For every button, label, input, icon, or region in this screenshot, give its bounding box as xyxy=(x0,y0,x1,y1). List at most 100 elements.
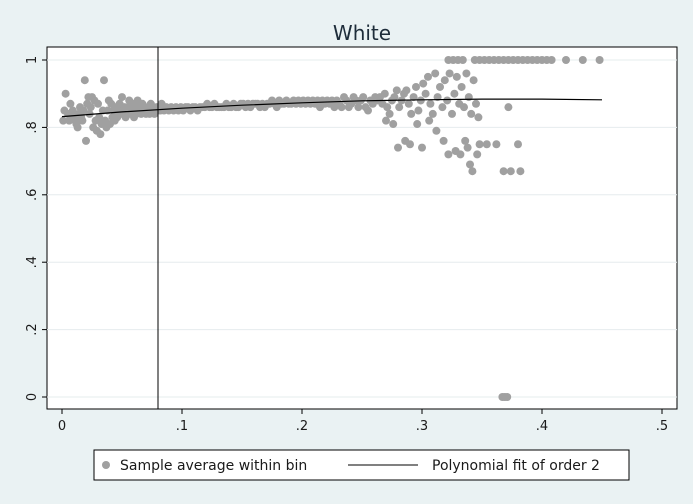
x-tick-label: .4 xyxy=(536,419,548,434)
data-point xyxy=(382,116,390,125)
data-point xyxy=(466,160,474,169)
x-tick-label: .3 xyxy=(416,419,428,434)
data-point xyxy=(503,393,512,401)
data-point xyxy=(82,136,90,145)
data-point xyxy=(425,116,434,125)
data-point xyxy=(463,143,472,152)
data-point xyxy=(468,167,477,176)
data-point xyxy=(421,89,430,98)
data-point xyxy=(61,89,70,98)
axes: 0 .2 .4 .6 .8 1 0 .1 .2 .3 .4 .5 xyxy=(25,56,668,434)
data-point xyxy=(474,113,483,122)
data-point xyxy=(385,109,394,118)
data-point xyxy=(436,82,444,91)
data-point xyxy=(418,143,426,152)
data-point xyxy=(461,136,470,145)
data-point xyxy=(431,69,440,78)
fit-line xyxy=(61,98,603,118)
data-point xyxy=(473,150,482,159)
data-point xyxy=(440,76,449,85)
data-point xyxy=(504,103,513,112)
data-point xyxy=(59,116,68,125)
data-point xyxy=(80,76,89,85)
data-point xyxy=(359,93,368,102)
data-point xyxy=(514,140,522,149)
data-point xyxy=(462,69,471,78)
y-tick-label: .6 xyxy=(25,189,40,201)
data-point xyxy=(516,167,525,176)
data-point xyxy=(389,120,398,129)
data-point xyxy=(452,72,461,81)
data-point xyxy=(407,109,416,118)
x-tick-label: .2 xyxy=(296,419,308,434)
legend-label-scatter: Sample average within bin xyxy=(120,458,307,474)
legend-marker-scatter xyxy=(102,461,110,469)
data-point xyxy=(445,69,454,78)
x-tick-label: 0 xyxy=(58,419,66,434)
data-point xyxy=(68,106,77,115)
scatter-points xyxy=(59,56,604,401)
data-point xyxy=(406,140,414,149)
data-point xyxy=(456,150,465,159)
gridlines xyxy=(47,59,677,398)
data-point xyxy=(506,167,515,176)
data-point xyxy=(380,89,389,98)
data-point xyxy=(457,82,466,91)
data-point xyxy=(392,86,401,95)
data-point xyxy=(458,56,467,64)
data-point xyxy=(66,99,75,108)
data-point xyxy=(499,167,508,176)
data-point xyxy=(414,106,423,115)
data-point xyxy=(439,136,448,145)
data-point xyxy=(460,103,468,112)
data-point xyxy=(426,99,435,108)
y-tick-label: .8 xyxy=(25,121,40,133)
data-point xyxy=(444,150,453,159)
data-point xyxy=(424,72,432,81)
data-point xyxy=(428,109,437,118)
data-point xyxy=(450,89,459,98)
data-point xyxy=(419,79,428,88)
data-point xyxy=(416,96,425,105)
data-point xyxy=(394,143,402,152)
legend-label-fit: Polynomial fit of order 2 xyxy=(432,458,600,474)
data-point xyxy=(448,109,456,118)
data-point xyxy=(354,103,363,112)
data-point xyxy=(472,99,480,108)
data-point xyxy=(475,140,484,149)
y-tick-label: 0 xyxy=(25,393,40,401)
data-point xyxy=(383,103,392,112)
fit-line-group xyxy=(61,98,603,118)
data-point xyxy=(364,106,372,115)
data-point xyxy=(482,140,491,149)
legend: Sample average within bin Polynomial fit… xyxy=(93,449,630,481)
data-point xyxy=(78,116,87,125)
data-point xyxy=(413,120,422,129)
y-tick-label: .2 xyxy=(25,323,40,335)
data-point xyxy=(390,93,399,102)
data-point xyxy=(86,103,95,112)
data-point xyxy=(100,76,108,85)
data-point xyxy=(467,109,476,118)
data-point xyxy=(79,106,88,115)
data-point xyxy=(404,99,413,108)
data-point xyxy=(562,56,570,64)
data-point xyxy=(443,96,452,105)
data-point xyxy=(547,56,556,64)
data-point xyxy=(94,99,102,108)
data-point xyxy=(118,93,126,102)
data-point xyxy=(492,140,501,149)
x-tick-label: .5 xyxy=(656,419,668,434)
data-point xyxy=(73,123,82,132)
chart-title: White xyxy=(333,21,391,45)
x-tick-label: .1 xyxy=(176,419,188,434)
data-point xyxy=(595,56,604,64)
data-point xyxy=(578,56,587,64)
data-point xyxy=(395,103,404,112)
data-point xyxy=(469,76,478,85)
data-point xyxy=(402,86,411,95)
data-point xyxy=(95,113,104,122)
data-point xyxy=(438,103,447,112)
